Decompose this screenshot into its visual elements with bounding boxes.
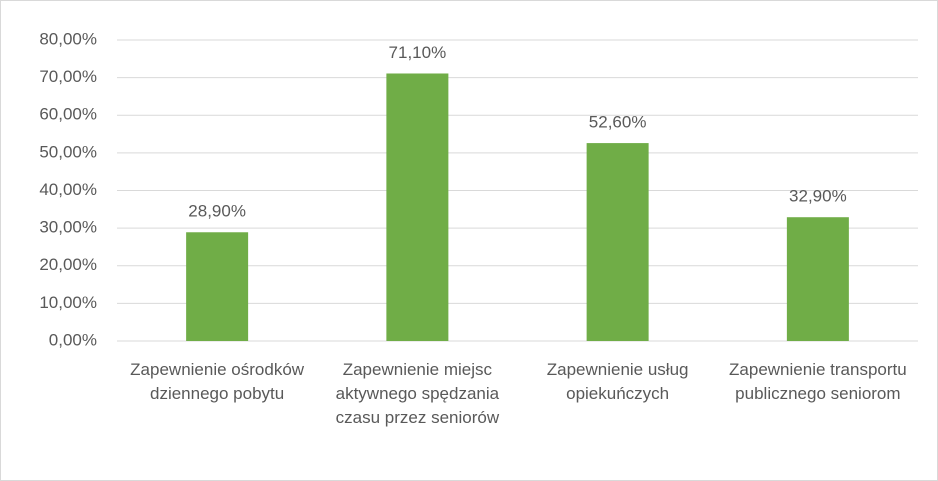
x-tick-label: Zapewnienie miejsc aktywnego spędzania c… [335,360,500,427]
x-tick-label: Zapewnienie transportu publicznego senio… [729,360,907,403]
y-tick-label: 60,00% [39,105,97,124]
y-tick-label: 40,00% [39,180,97,199]
bar [186,232,249,341]
y-tick-label: 20,00% [39,255,97,274]
y-tick-label: 70,00% [39,67,97,86]
y-tick-label: 80,00% [39,29,97,48]
y-tick-label: 30,00% [39,218,97,237]
x-tick-label: Zapewnienie usług opiekuńczych [546,360,689,403]
y-tick-label: 0,00% [49,330,97,349]
bar [586,143,649,341]
x-tick-label: Zapewnienie ośrodków dziennego pobytu [130,360,305,403]
y-tick-label: 50,00% [39,142,97,161]
data-label: 28,90% [188,202,246,221]
data-label: 52,60% [589,113,647,132]
data-label: 32,90% [789,187,847,206]
bar [386,73,449,341]
bar [786,217,849,341]
data-label: 71,10% [389,43,447,62]
y-tick-label: 10,00% [39,293,97,312]
